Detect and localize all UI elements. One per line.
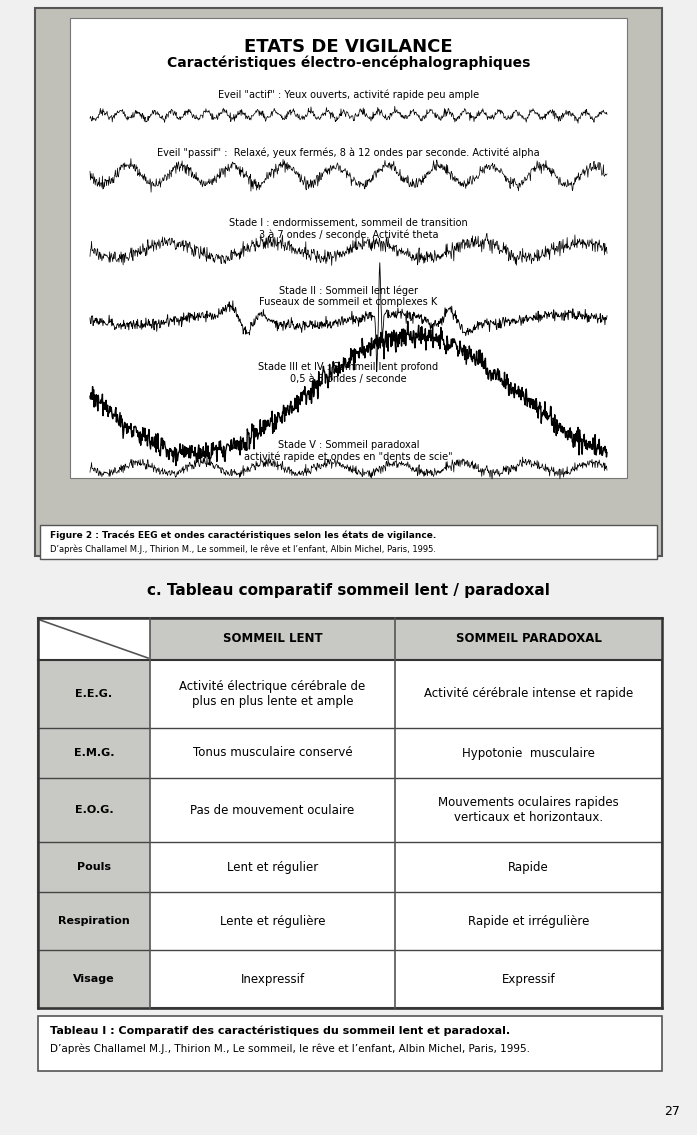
Text: D’après Challamel M.J., Thirion M., Le sommeil, le rêve et l’enfant, Albin Miche: D’après Challamel M.J., Thirion M., Le s… [50,1043,530,1053]
Bar [38,950,150,1008]
Text: Lent et régulier: Lent et régulier [227,860,318,874]
Text: SOMMEIL PARADOXAL: SOMMEIL PARADOXAL [456,632,602,646]
Bar [70,18,627,478]
Text: ETATS DE VIGILANCE: ETATS DE VIGILANCE [244,37,453,56]
Text: E.E.G.: E.E.G. [75,689,112,699]
Text: Visage: Visage [73,974,115,984]
Text: Figure 2 : Tracés EEG et ondes caractéristiques selon les états de vigilance.: Figure 2 : Tracés EEG et ondes caractéri… [50,531,436,540]
Text: Respiration: Respiration [58,916,130,926]
Text: 27: 27 [664,1105,680,1118]
Text: SOMMEIL LENT: SOMMEIL LENT [222,632,322,646]
Bar [38,842,150,892]
Text: Hypotonie  musculaire: Hypotonie musculaire [462,747,595,759]
Text: Lente et régulière: Lente et régulière [220,915,325,927]
Text: Pouls: Pouls [77,861,111,872]
Bar [38,777,150,842]
Text: c. Tableau comparatif sommeil lent / paradoxal: c. Tableau comparatif sommeil lent / par… [147,583,550,598]
Bar [35,8,662,556]
Text: Stade I : endormissement, sommeil de transition
3 à 7 ondes / seconde. Activité : Stade I : endormissement, sommeil de tra… [229,218,468,239]
Text: Tableau I : Comparatif des caractéristiques du sommeil lent et paradoxal.: Tableau I : Comparatif des caractéristiq… [50,1026,510,1036]
Text: Rapide: Rapide [508,860,549,874]
Text: Tonus musculaire conservé: Tonus musculaire conservé [192,747,352,759]
Text: Activité cérébrale intense et rapide: Activité cérébrale intense et rapide [424,688,633,700]
Text: Pas de mouvement oculaire: Pas de mouvement oculaire [190,804,355,816]
Bar [38,728,150,777]
Bar [38,892,150,950]
Text: Caractéristiques électro-encéphalographiques: Caractéristiques électro-encéphalographi… [167,56,530,70]
Text: Activité électrique cérébrale de
plus en plus lente et ample: Activité électrique cérébrale de plus en… [179,680,366,708]
Bar [395,617,662,659]
Text: Expressif: Expressif [502,973,556,985]
Text: Eveil "passif" :  Relaxé, yeux fermés, 8 à 12 ondes par seconde. Activité alpha: Eveil "passif" : Relaxé, yeux fermés, 8 … [158,148,539,159]
Text: Inexpressif: Inexpressif [240,973,305,985]
Bar [150,617,395,659]
Text: Stade V : Sommeil paradoxal
activité rapide et ondes en "dents de scie": Stade V : Sommeil paradoxal activité rap… [244,440,453,462]
Bar [38,659,150,728]
Bar [40,526,657,560]
Text: Stade III et IV : Sommeil lent profond
0,5 à 3 ondes / seconde: Stade III et IV : Sommeil lent profond 0… [259,362,438,384]
Text: Stade II : Sommeil lent léger
Fuseaux de sommeil et complexes K: Stade II : Sommeil lent léger Fuseaux de… [259,285,438,308]
Bar [38,617,662,1008]
Text: E.O.G.: E.O.G. [75,805,114,815]
Text: E.M.G.: E.M.G. [74,748,114,758]
Text: Eveil "actif" : Yeux ouverts, activité rapide peu ample: Eveil "actif" : Yeux ouverts, activité r… [218,90,479,101]
Text: Rapide et irrégulière: Rapide et irrégulière [468,915,589,927]
Text: D’après Challamel M.J., Thirion M., Le sommeil, le rêve et l’enfant, Albin Miche: D’après Challamel M.J., Thirion M., Le s… [50,544,436,554]
Text: Mouvements oculaires rapides
verticaux et horizontaux.: Mouvements oculaires rapides verticaux e… [438,796,619,824]
Bar [38,1016,662,1071]
